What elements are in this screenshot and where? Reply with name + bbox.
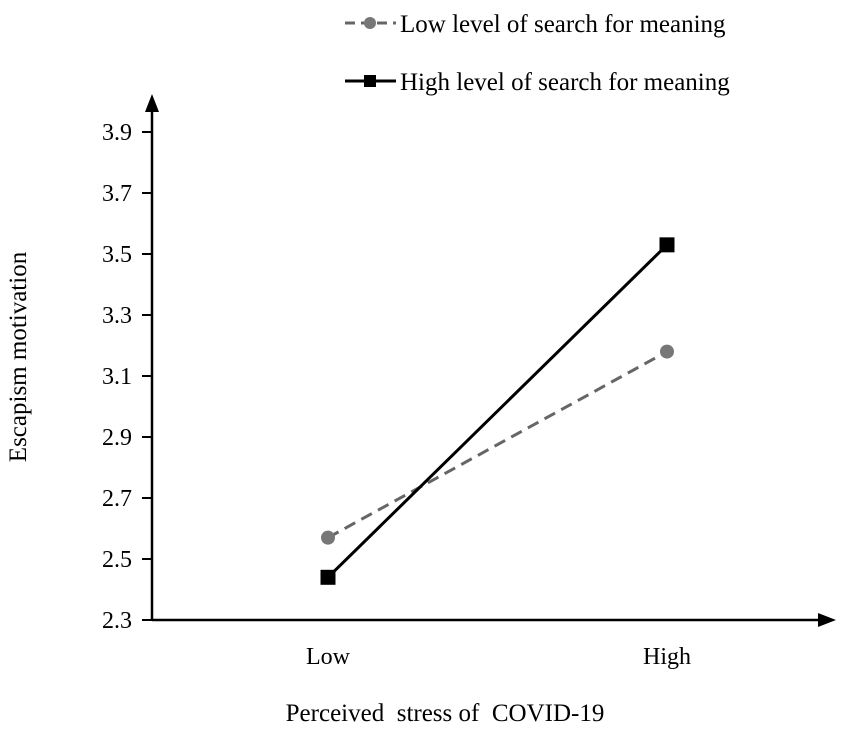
legend: Low level of search for meaning High lev… (345, 11, 730, 96)
legend-swatch-low-marker (364, 17, 376, 29)
series-line-high (326, 243, 669, 579)
x-axis-title: Perceived stress of COVID-19 (286, 700, 605, 727)
data-point-high (659, 237, 675, 253)
series-line-low (327, 350, 668, 539)
y-tick-label: 3.9 (102, 120, 132, 146)
y-tick-label: 2.7 (102, 486, 132, 512)
y-axis-arrow (145, 94, 159, 112)
legend-entry-low: Low level of search for meaning (345, 11, 726, 38)
y-tick-label: 2.9 (102, 425, 132, 451)
data-point-low (321, 530, 335, 545)
series-layer (320, 237, 675, 585)
y-tick-label: 3.5 (102, 242, 132, 268)
y-tick-label: 3.1 (102, 364, 132, 390)
y-tick-label: 3.7 (102, 181, 132, 207)
data-point-low (660, 344, 674, 359)
y-axis-ticks: 2.3 2.5 2.7 2.9 3.1 3.3 3.5 3.7 3.9 (102, 120, 152, 634)
legend-swatch-high-marker (364, 75, 376, 87)
legend-entry-high: High level of search for meaning (345, 69, 730, 96)
y-tick-label: 2.3 (102, 608, 132, 634)
y-tick-label: 3.3 (102, 303, 132, 329)
y-tick-label: 2.5 (102, 547, 132, 573)
y-axis-title: Escapism motivation (5, 251, 32, 462)
x-axis-arrow (818, 613, 836, 627)
legend-label-high: High level of search for meaning (400, 69, 730, 96)
legend-label-low: Low level of search for meaning (400, 11, 726, 38)
x-tick-label: High (643, 644, 691, 670)
x-tick-label: Low (306, 644, 351, 670)
data-point-high (320, 569, 336, 585)
x-axis-ticks: Low High (306, 644, 691, 670)
